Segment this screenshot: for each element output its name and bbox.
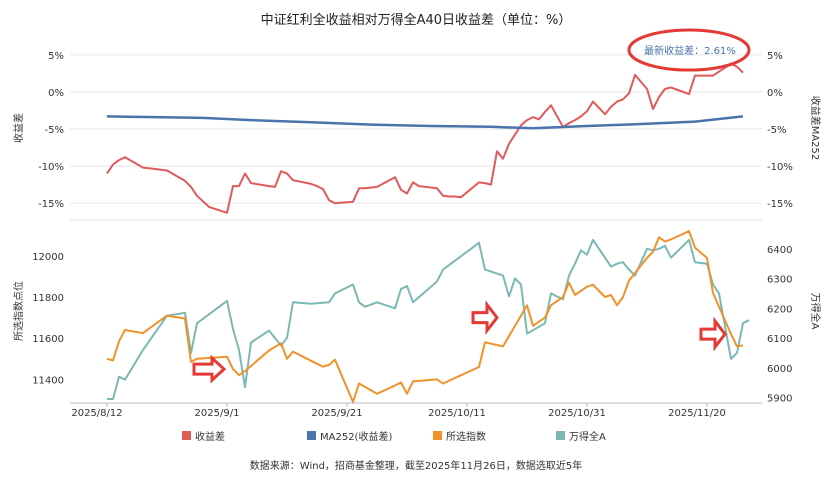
legend-item-ma252: MA252(收益差)	[307, 430, 392, 443]
x-tick-label: 2025/9/1	[195, 408, 240, 419]
series-line-index	[106, 230, 744, 403]
x-tick-label: 2025/9/21	[311, 408, 362, 419]
bottom-right-tick-label: 5900	[767, 394, 792, 405]
bottom-right-tick-label: 6300	[767, 275, 792, 286]
arrow-marker-icon	[699, 316, 727, 352]
legend-swatch	[556, 431, 565, 440]
legend-swatch	[433, 431, 442, 440]
x-tick-label: 2025/10/11	[428, 408, 486, 419]
top-left-tick-label: 0%	[48, 88, 64, 99]
legend-label: 所选指数	[446, 430, 486, 443]
arrow-marker-icon	[471, 300, 499, 336]
top-left-tick-label: -15%	[38, 199, 64, 210]
bottom-right-tick-label: 6000	[767, 364, 792, 375]
top-right-tick-label: -5%	[767, 125, 786, 136]
series-line-spread	[106, 62, 744, 214]
bottom-right-axis-label: 万得全A	[809, 293, 822, 330]
bottom-left-axis-label: 所选指数点位	[12, 281, 25, 341]
top-right-tick-label: 5%	[767, 51, 783, 62]
top-left-tick-label: -10%	[38, 162, 64, 173]
legend-label: 收益差	[195, 430, 225, 443]
top-right-axis-label: 收益差MA252	[809, 96, 822, 161]
top-right-tick-label: -10%	[767, 162, 793, 173]
annotation-latest-spread: 最新收益差：2.61%	[627, 28, 751, 72]
arrow-marker-icon	[192, 354, 227, 384]
legend-item-wind: 万得全A	[556, 430, 606, 443]
annotation-text: 最新收益差：2.61%	[644, 44, 736, 57]
bottom-left-tick-label: 12000	[32, 252, 64, 263]
series-line-ma252	[106, 115, 744, 130]
legend-swatch	[307, 431, 316, 440]
legend-swatch	[182, 431, 191, 440]
legend-item-spread: 收益差	[182, 430, 225, 443]
bottom-right-tick-label: 6100	[767, 334, 792, 345]
series-line-wind	[107, 238, 750, 400]
top-left-axis-label: 收益差	[12, 113, 25, 143]
x-tick-label: 2025/8/12	[71, 408, 122, 419]
top-left-tick-label: -5%	[45, 125, 64, 136]
top-left-tick-label: 5%	[48, 51, 64, 62]
top-right-tick-label: -15%	[767, 199, 793, 210]
bottom-left-tick-label: 11600	[32, 334, 64, 345]
top-right-tick-label: 0%	[767, 88, 783, 99]
bottom-right-tick-label: 6400	[767, 245, 792, 256]
x-tick-label: 2025/10/31	[548, 408, 606, 419]
bottom-panel: 12000 11800 11600 11400 6400 6300 6200 6100 600…	[12, 230, 822, 419]
bottom-left-tick-label: 11800	[32, 293, 64, 304]
legend-label: 万得全A	[569, 430, 606, 443]
legend-item-index: 所选指数	[433, 430, 486, 443]
annotation-ellipse	[627, 28, 751, 72]
bottom-left-tick-label: 11400	[32, 375, 64, 386]
bottom-right-tick-label: 6200	[767, 304, 792, 315]
x-tick-label: 2025/11/20	[668, 408, 726, 419]
top-panel: 5% 0% -5% -10% -15% 5% 0% -5% -10% -15% 收益差 收益差M…	[12, 51, 822, 221]
legend-label: MA252(收益差)	[320, 430, 392, 443]
legend: 收益差 MA252(收益差) 所选指数 万得全A	[182, 430, 606, 443]
chart-title: 中证红利全收益相对万得全A40日收益差（单位：%）	[261, 12, 572, 28]
source-note: 数据来源：Wind，招商基金整理，截至2025年11月26日，数据选取近5年	[250, 459, 582, 472]
